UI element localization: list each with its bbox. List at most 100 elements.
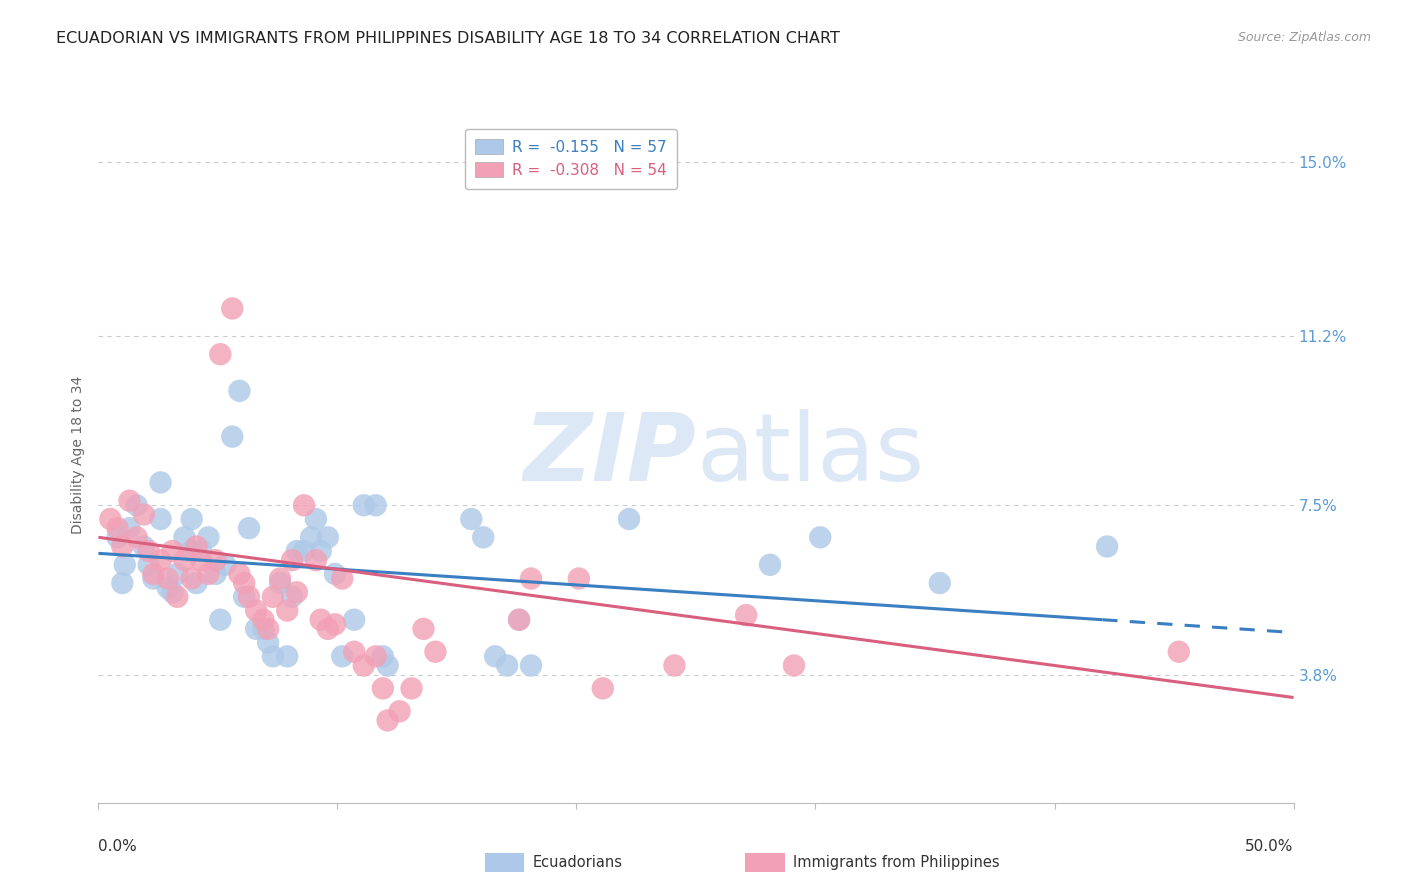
Point [132,540,155,554]
Point [228,566,250,581]
Point [377,714,399,728]
Point [808,530,831,544]
Text: atlas: atlas [696,409,924,501]
Point [114,558,136,572]
Point [281,590,304,604]
Point [1095,540,1118,554]
Point [233,590,256,604]
Point [209,613,232,627]
Point [928,576,950,591]
Point [238,521,260,535]
Point [209,347,232,361]
Point [221,301,243,316]
Point [190,553,212,567]
Point [401,681,423,696]
Point [111,540,134,554]
Point [125,498,148,512]
Point [107,530,129,544]
Point [292,498,315,512]
Point [343,645,366,659]
Point [371,681,394,696]
Point [166,566,188,581]
Point [221,429,243,443]
Point [149,553,172,567]
Point [305,512,328,526]
Point [364,649,387,664]
Point [190,544,212,558]
Point [281,553,304,567]
Text: Immigrants from Philippines: Immigrants from Philippines [793,855,1000,870]
Point [252,613,274,627]
Point [508,613,530,627]
Point [371,649,394,664]
Point [257,635,280,649]
Point [330,572,353,586]
Point [305,553,328,567]
Point [162,585,184,599]
Point [353,498,375,512]
Point [353,658,375,673]
Point [292,544,315,558]
Point [262,590,284,604]
Point [245,622,267,636]
Point [364,498,387,512]
Point [316,530,339,544]
Point [149,475,172,490]
Point [238,590,260,604]
Point [330,649,353,664]
Text: ECUADORIAN VS IMMIGRANTS FROM PHILIPPINES DISABILITY AGE 18 TO 34 CORRELATION CH: ECUADORIAN VS IMMIGRANTS FROM PHILIPPINE… [56,31,841,46]
Point [138,544,160,558]
Point [323,566,346,581]
Point [156,572,179,586]
Point [520,572,543,586]
Point [173,530,195,544]
Point [107,521,129,535]
Point [142,566,165,581]
Text: Ecuadorians: Ecuadorians [533,855,623,870]
Point [783,658,806,673]
Point [252,622,274,636]
Point [299,530,322,544]
Point [592,681,614,696]
Point [262,649,284,664]
Point [276,603,298,617]
Point [204,553,226,567]
Text: 0.0%: 0.0% [98,839,138,855]
Point [269,576,291,591]
Point [214,558,236,572]
Point [309,613,332,627]
Point [735,608,758,623]
Point [186,576,208,591]
Text: Source: ZipAtlas.com: Source: ZipAtlas.com [1237,31,1371,45]
Point [180,512,202,526]
Point [508,613,530,627]
Point [162,544,184,558]
Point [425,645,447,659]
Point [412,622,434,636]
Point [285,544,308,558]
Point [156,581,179,595]
Text: ZIP: ZIP [523,409,696,501]
Point [323,617,346,632]
Point [309,544,332,558]
Point [125,530,148,544]
Point [197,566,219,581]
Point [132,508,155,522]
Point [617,512,640,526]
Point [111,576,134,591]
Point [269,572,291,586]
Point [245,603,267,617]
Point [568,572,591,586]
Point [472,530,495,544]
Point [180,572,202,586]
Point [118,521,141,535]
Point [228,384,250,398]
Point [484,649,506,664]
Point [233,576,256,591]
Point [343,613,366,627]
Point [316,622,339,636]
Point [204,566,226,581]
Point [138,558,160,572]
Point [142,572,165,586]
Point [118,493,141,508]
